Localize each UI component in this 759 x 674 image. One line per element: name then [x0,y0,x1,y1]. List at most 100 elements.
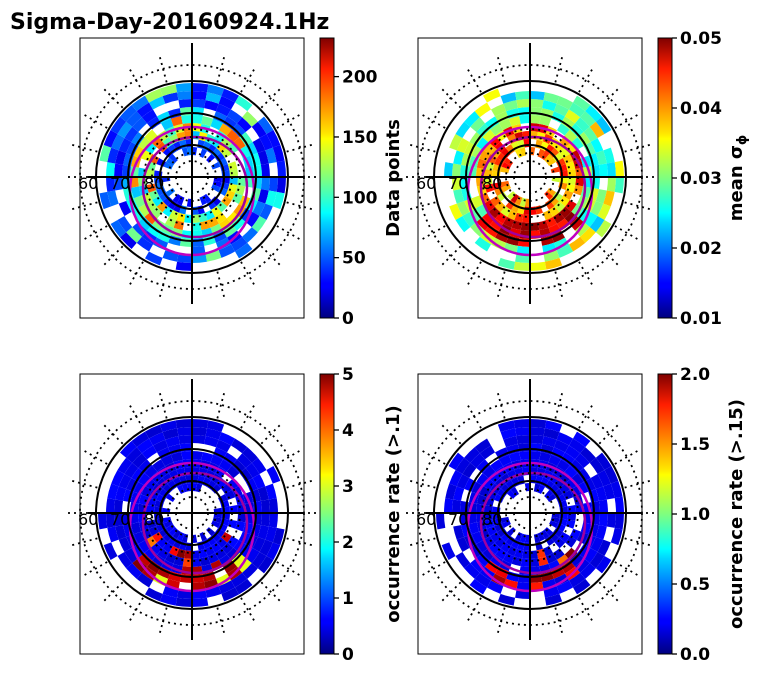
heatmap-cell [156,158,167,167]
heatmap-cell [595,116,612,134]
heatmap-cell [167,480,177,491]
heatmap-cell [479,150,491,162]
heatmap-cell [162,516,172,524]
heatmap-cell [106,513,116,528]
heatmap-cell [503,216,515,228]
heatmap-cell [145,536,157,548]
heatmap-cell [226,129,240,143]
heatmap-cell [173,202,182,213]
contour-inner [141,471,249,575]
heatmap-cell [214,152,225,162]
heatmap-cell [117,552,133,569]
heatmap-cell [544,257,563,270]
heatmap-cell [499,118,512,131]
heatmap-cell [597,470,611,487]
heatmap-cell [146,519,157,529]
heatmap-cell [115,486,127,501]
heatmap-cell [567,169,576,177]
mlt-spoke [578,401,595,429]
heatmap-cell [152,218,165,231]
heatmap-cell [165,552,177,564]
heatmap-cell [476,123,491,138]
heatmap-cell [114,513,124,527]
heatmap-cell [207,480,217,491]
heatmap-cell [549,147,560,158]
heatmap-cell [497,257,516,270]
heatmap-cell [500,542,511,553]
heatmap-cell [574,557,590,573]
heatmap-cell [456,474,470,490]
mlt-spoke [286,479,316,489]
heatmap-cell [505,144,515,155]
mlt-spoke [216,389,226,419]
heatmap-cell [598,499,608,513]
heatmap-cell [153,439,169,453]
lat-label-80: 80 [144,174,164,193]
heatmap-cell [245,462,260,478]
heatmap-cell [569,123,584,138]
heatmap-cell [110,116,127,134]
heatmap-cell [192,147,198,156]
heatmap-cell [169,545,180,557]
heatmap-cell [589,216,605,233]
heatmap-cell [159,420,178,433]
heatmap-cell [238,146,251,159]
heatmap-cell [573,95,591,112]
heatmap-cell [207,216,219,228]
heatmap-cell [559,532,570,543]
heatmap-cell [516,245,530,255]
heatmap-cell [169,154,178,163]
heatmap-cell [177,532,185,542]
heatmap-cell [124,548,139,564]
heatmap-cell [580,563,596,579]
colorbar-label: occurrence rate (>.15) [726,399,747,629]
heatmap-cell [162,137,173,148]
heatmap-cell [221,88,239,103]
heatmap-cell [111,470,125,487]
heatmap-cell [239,544,253,558]
heatmap-cell [130,522,142,535]
mlt-spoke [554,389,564,419]
heatmap-cell [223,452,237,466]
heatmap-cell [235,242,253,259]
panel-data-points: 60 70 80 0 50 100 150 200 Data points [64,37,404,329]
heatmap-cell [569,438,586,454]
heatmap-cell [544,154,553,163]
heatmap-cell [455,552,471,569]
colorbar-tick-label: 200 [342,68,378,88]
heatmap-cell [103,542,118,560]
mlt-spoke [100,245,124,269]
heatmap-cell [265,147,277,164]
heatmap-cell [530,581,544,591]
heatmap-cell [468,513,477,524]
lat-label-70: 70 [110,510,130,529]
mlt-spoke [80,112,108,129]
colorbar-tick-label: 0.03 [680,169,722,189]
heatmap-cell [573,431,591,448]
colorbar-tick-label: 150 [342,128,378,148]
heatmap-cell [549,532,560,543]
heatmap-cell [514,548,524,559]
heatmap-cell [147,116,161,130]
mlt-spoke [624,479,654,489]
heatmap-cell [545,144,555,155]
heatmap-cell [500,92,517,104]
heatmap-cell [580,111,596,127]
heatmap-cell [173,538,182,549]
heatmap-cell [537,484,545,494]
heatmap-cell [524,198,530,207]
heatmap-cell [545,199,555,210]
heatmap-cell [119,232,137,250]
colorbar-tick-label: 100 [342,188,378,208]
heatmap-cell [533,483,541,493]
heatmap-cell [483,142,495,154]
heatmap-cell [177,91,192,101]
heatmap-cell [237,177,246,187]
heatmap-cell [177,196,185,206]
heatmap-mean-sigma [444,88,624,271]
heatmap-cell [595,189,607,204]
heatmap-occ-rate-01 [98,419,285,607]
heatmap-cell [456,200,470,216]
heatmap-cell [175,597,192,607]
mlt-spoke [240,597,257,625]
